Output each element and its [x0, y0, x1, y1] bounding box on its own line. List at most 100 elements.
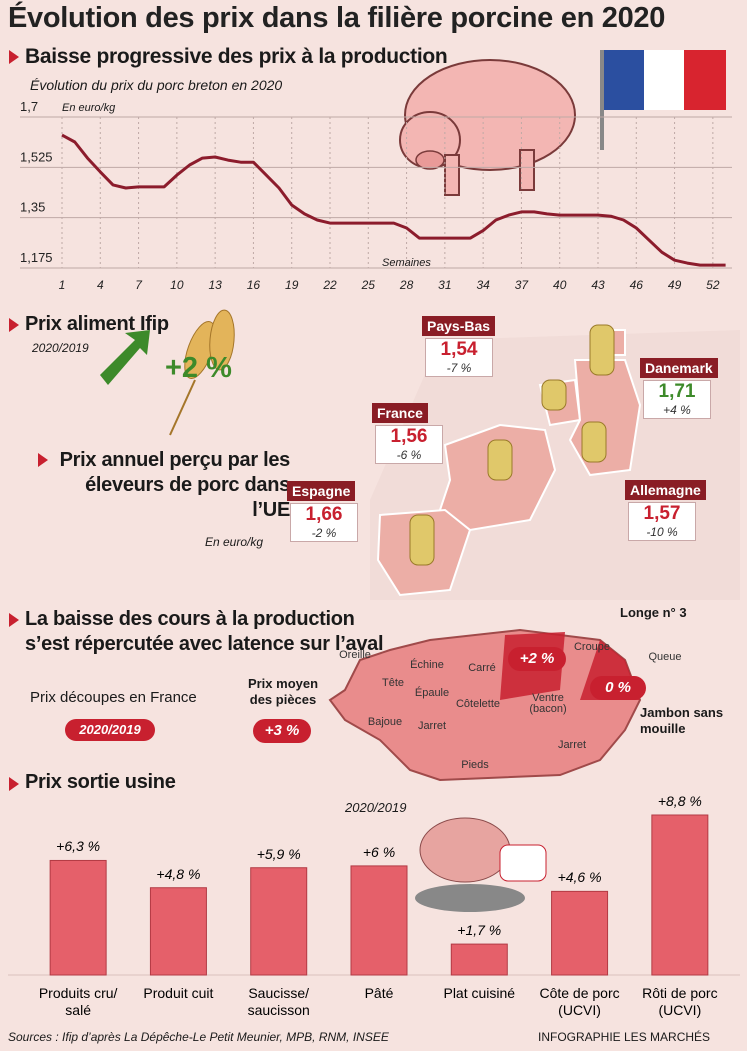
cut-label: Tête — [381, 677, 405, 689]
section-title: Prix aliment Ifip — [25, 313, 169, 335]
x-tick-label: 31 — [438, 278, 451, 292]
highlight-label: Jambon sans mouille — [640, 705, 724, 736]
cut-label: Épaule — [414, 687, 450, 699]
x-axis-label: Semaines — [382, 257, 431, 269]
pig-illustration — [399, 59, 576, 196]
value-label: +5,9 % — [256, 845, 301, 862]
price: 1,57 — [643, 503, 681, 524]
change: -6 % — [396, 448, 422, 462]
x-tick-label: Produits cru/ salé — [38, 985, 118, 1018]
feed-change: +2 % — [165, 352, 232, 384]
y-tick-label: 1,35 — [20, 200, 45, 215]
x-tick-label: Plat cuisiné — [443, 985, 516, 1001]
country-value: 1,57 -10 % — [628, 502, 696, 541]
cut-label: Bajoue — [367, 716, 403, 728]
cut-label: Oreille — [339, 649, 371, 661]
x-tick-label: 13 — [208, 278, 222, 292]
bar — [651, 814, 709, 976]
x-tick-label: 4 — [97, 278, 104, 292]
x-tick-label: 1 — [59, 278, 66, 292]
x-tick-label: 22 — [322, 278, 337, 292]
x-tick-label: 40 — [553, 278, 567, 292]
section-title: Baisse progressive des prix à la product… — [25, 45, 448, 68]
cut-label: Jarret — [557, 739, 587, 751]
coins — [409, 324, 615, 566]
bar — [149, 887, 207, 976]
value-label: +4,6 % — [557, 869, 602, 886]
x-tick-label: 34 — [476, 278, 490, 292]
average-change: +3 % — [253, 719, 311, 743]
change: +4 % — [663, 403, 691, 417]
country-name: Allemagne — [625, 480, 706, 500]
flag — [600, 50, 726, 150]
country-value: 1,66 -2 % — [290, 503, 358, 542]
deli-illustration — [415, 817, 547, 912]
cuts-subtitle: Prix découpes en France — [30, 689, 197, 706]
country-value: 1,56 -6 % — [375, 425, 443, 464]
price: 1,66 — [305, 504, 343, 525]
country-value: 1,54 -7 % — [425, 338, 493, 377]
x-tick-label: 52 — [706, 278, 720, 292]
section-title: La baisse des cours à la production s’es… — [25, 608, 384, 655]
country-name: France — [372, 403, 428, 423]
cut-label: Côtelette — [455, 698, 501, 710]
average-label: Prix moyen des pièces — [247, 676, 319, 707]
price: 1,56 — [390, 426, 428, 447]
unit-label: En euro/kg — [205, 535, 264, 549]
cut-label: Croupe — [573, 641, 611, 653]
value-label: +4,8 % — [156, 865, 201, 882]
x-tick-label: 7 — [135, 278, 143, 292]
bar — [350, 865, 408, 976]
x-tick-label: Côte de porc (UCVI) — [539, 985, 620, 1018]
x-tick-label: 10 — [170, 278, 184, 292]
up-arrow — [100, 330, 150, 385]
cut-label: Échine — [410, 659, 444, 671]
value-label: +6,3 % — [56, 838, 101, 855]
x-tick-label: 28 — [399, 278, 414, 292]
x-tick-label: 46 — [630, 278, 644, 292]
cut-label: Queue — [648, 651, 682, 663]
value-label: +8,8 % — [657, 793, 702, 809]
country-value: 1,71 +4 % — [643, 380, 711, 419]
section-title: Prix sortie usine — [25, 771, 176, 793]
period-badge: 2020/2019 — [65, 719, 155, 741]
x-tick-label: 25 — [361, 278, 376, 292]
x-tick-label: Pâté — [364, 985, 394, 1001]
x-tick-label: 37 — [515, 278, 530, 292]
price-line — [61, 133, 726, 267]
chart-subtitle: 2020/2019 — [345, 800, 407, 815]
credit: INFOGRAPHIE LES MARCHÉS — [538, 1030, 711, 1044]
highlight-change: 0 % — [590, 676, 646, 700]
y-tick-label: 1,175 — [20, 250, 53, 265]
value-label: +6 % — [362, 843, 396, 860]
page-title: Évolution des prix dans la filière porci… — [8, 2, 666, 34]
bar — [49, 859, 107, 976]
y-axis-label: En euro/kg — [62, 102, 116, 114]
cut-label: Jarret — [417, 720, 447, 732]
bar — [250, 867, 308, 976]
change: -10 % — [646, 525, 678, 539]
change: -2 % — [311, 526, 337, 540]
cut-label: Carré — [468, 662, 496, 674]
bar — [551, 890, 609, 976]
y-tick-label: 1,525 — [20, 149, 53, 164]
bar — [450, 943, 508, 976]
cut-label: (bacon) — [529, 703, 567, 715]
price: 1,54 — [440, 339, 478, 360]
value-label: +1,7 % — [457, 922, 502, 939]
x-tick-label: 19 — [285, 278, 299, 292]
cut-label: Pieds — [461, 759, 489, 771]
x-tick-label: 49 — [668, 278, 682, 292]
x-tick-label: Saucisse/ saucisson — [247, 985, 310, 1018]
change: -7 % — [446, 361, 472, 375]
x-tick-label: Rôti de porc (UCVI) — [642, 985, 718, 1018]
y-tick-label: 1,7 — [20, 99, 38, 114]
feed-period: 2020/2019 — [32, 341, 89, 355]
country-name: Espagne — [287, 481, 356, 501]
country-name: Pays-Bas — [422, 316, 496, 336]
section-title: Prix annuel perçu par les éleveurs de po… — [59, 449, 291, 521]
x-tick-label: 16 — [247, 278, 261, 292]
highlight-change: +2 % — [508, 647, 566, 671]
section-markers — [9, 50, 48, 791]
